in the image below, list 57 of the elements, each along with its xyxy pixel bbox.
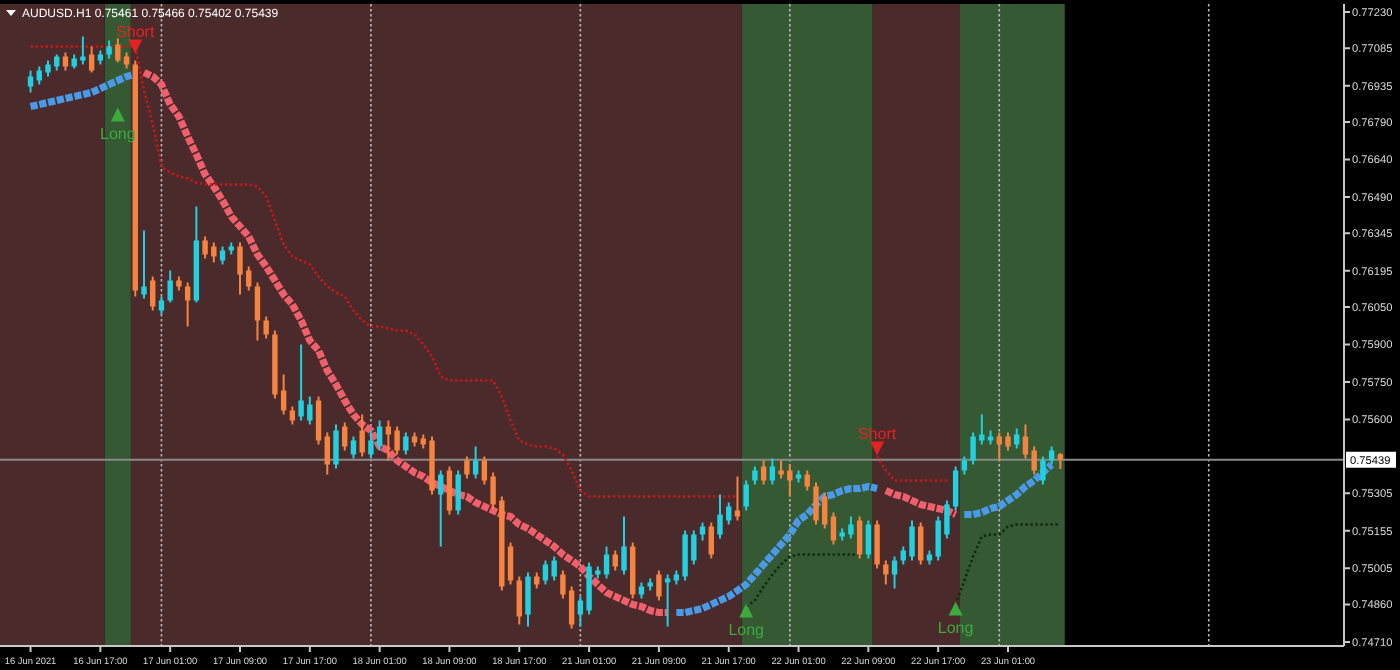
candlestick: [804, 469, 810, 492]
candlestick: [525, 571, 531, 628]
point: [128, 39, 143, 54]
candlestick: [516, 575, 522, 626]
candlestick: [472, 445, 479, 480]
candlestick: [621, 515, 627, 576]
candlestick: [865, 519, 872, 560]
candlestick: [88, 45, 95, 74]
candlestick: [769, 457, 776, 486]
candlestick: [254, 281, 261, 342]
candlestick: [324, 431, 330, 476]
series-label: Short: [116, 22, 156, 41]
candlestick: [385, 419, 392, 462]
candlestick: [115, 37, 121, 64]
candlestick: [830, 511, 837, 546]
candlestick: [438, 469, 444, 548]
candlestick: [167, 269, 173, 304]
candlestick: [315, 395, 322, 446]
candlestick: [856, 515, 863, 560]
candlestick: [813, 481, 819, 526]
candlestick: [1040, 455, 1046, 486]
candlestick: [1031, 445, 1037, 476]
series-label: Long: [937, 618, 974, 637]
candlestick: [743, 479, 749, 512]
candlestick: [446, 465, 453, 516]
candlestick: [184, 281, 191, 328]
point: [739, 603, 754, 618]
candlestick: [403, 431, 409, 456]
candlestick: [263, 315, 269, 340]
candlestick: [612, 549, 618, 572]
candlestick: [141, 229, 147, 300]
candlestick: [333, 423, 339, 470]
candlestick: [664, 573, 671, 628]
candlestick: [656, 569, 662, 602]
candlestick: [760, 459, 767, 486]
candlestick: [150, 275, 156, 312]
candlestick: [551, 555, 557, 582]
text: Short: [857, 424, 897, 443]
candlestick: [717, 493, 723, 540]
candlestick: [27, 69, 34, 94]
candlestick: [394, 425, 400, 456]
candlestick: [342, 421, 348, 452]
candlestick: [542, 559, 549, 586]
text: Long: [728, 620, 764, 639]
candlestick: [630, 541, 636, 600]
candlestick: [708, 521, 714, 560]
candlestick: [734, 475, 741, 522]
candlestick: [368, 429, 374, 460]
point: [110, 107, 125, 122]
candlestick: [1014, 427, 1020, 450]
candlestick: [350, 435, 357, 460]
candlestick: [237, 241, 243, 296]
candlestick: [455, 469, 461, 516]
candlestick: [359, 413, 365, 458]
candlestick: [376, 419, 383, 452]
candlestick: [464, 455, 470, 480]
candlestick: [603, 545, 610, 580]
